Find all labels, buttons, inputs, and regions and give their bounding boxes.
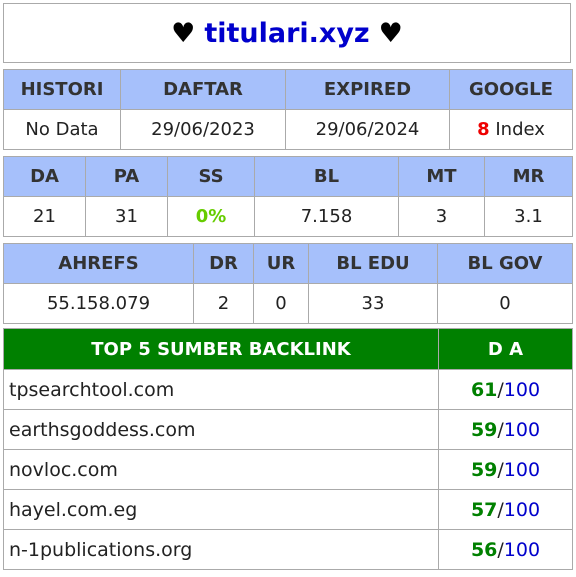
backlink-da: 57/100 [438, 489, 573, 530]
table-row: tpsearchtool.com 61/100 [3, 369, 573, 410]
backlink-site: n-1publications.org [3, 529, 439, 570]
ss-value: 0% [167, 196, 255, 237]
table-row: novloc.com 59/100 [3, 449, 573, 490]
backlink-da: 61/100 [438, 369, 573, 410]
da-value: 21 [3, 196, 86, 237]
header-top-backlink: TOP 5 SUMBER BACKLINK [3, 328, 439, 370]
header-pa: PA [85, 156, 168, 197]
ahrefs-table: AHREFS DR UR BL EDU BL GOV 55.158.079 2 … [3, 243, 573, 324]
header-bl-gov: BL GOV [437, 243, 573, 284]
heart-icon: ♥ [171, 17, 196, 49]
header-backlink-da: D A [438, 328, 573, 370]
header-ss: SS [167, 156, 255, 197]
expired-value: 29/06/2024 [285, 109, 450, 150]
bl-value: 7.158 [254, 196, 399, 237]
bl-edu-value: 33 [308, 283, 438, 324]
backlink-da-separator: / [497, 418, 504, 441]
backlink-da-max: 100 [503, 498, 541, 521]
table-row: n-1publications.org 56/100 [3, 529, 573, 570]
backlink-da: 59/100 [438, 409, 573, 450]
header-mt: MT [398, 156, 485, 197]
backlink-site: novloc.com [3, 449, 439, 490]
bl-gov-value: 0 [437, 283, 573, 324]
google-index-value: 8 Index [449, 109, 573, 150]
backlink-da-separator: / [497, 538, 504, 561]
header-ur: UR [253, 243, 309, 284]
domain-info-table: HISTORI DAFTAR EXPIRED GOOGLE No Data 29… [3, 69, 573, 150]
header-histori: HISTORI [3, 69, 121, 110]
google-index-label: Index [489, 119, 545, 140]
backlink-da-max: 100 [503, 538, 541, 561]
header-expired: EXPIRED [285, 69, 450, 110]
backlink-da: 56/100 [438, 529, 573, 570]
backlink-da-value: 57 [470, 498, 498, 521]
backlink-da-separator: / [497, 458, 504, 481]
backlink-da-max: 100 [503, 458, 541, 481]
header-dr: DR [193, 243, 254, 284]
header-google: GOOGLE [449, 69, 573, 110]
backlink-site: earthsgoddess.com [3, 409, 439, 450]
backlink-site: tpsearchtool.com [3, 369, 439, 410]
table-row: hayel.com.eg 57/100 [3, 489, 573, 530]
backlink-da-max: 100 [503, 378, 541, 401]
backlink-da-value: 59 [470, 458, 498, 481]
backlink-da-max: 100 [503, 418, 541, 441]
domain-title: ♥ titulari.xyz ♥ [3, 3, 571, 63]
daftar-value: 29/06/2023 [120, 109, 286, 150]
ahrefs-value: 55.158.079 [3, 283, 194, 324]
header-bl: BL [254, 156, 399, 197]
table-row: earthsgoddess.com 59/100 [3, 409, 573, 450]
backlink-site: hayel.com.eg [3, 489, 439, 530]
histori-value: No Data [3, 109, 121, 150]
backlink-da-value: 59 [470, 418, 498, 441]
mt-value: 3 [398, 196, 485, 237]
dr-value: 2 [193, 283, 254, 324]
mr-value: 3.1 [484, 196, 573, 237]
ur-value: 0 [253, 283, 309, 324]
header-da: DA [3, 156, 86, 197]
backlink-da-separator: / [497, 378, 504, 401]
google-index-count: 8 [477, 119, 490, 140]
header-mr: MR [484, 156, 573, 197]
backlink-da-value: 61 [470, 378, 498, 401]
backlink-da-value: 56 [470, 538, 498, 561]
backlink-table: TOP 5 SUMBER BACKLINK D A tpsearchtool.c… [3, 328, 573, 570]
header-bl-edu: BL EDU [308, 243, 438, 284]
header-ahrefs: AHREFS [3, 243, 194, 284]
metrics-table: DA PA SS BL MT MR 21 31 0% 7.158 3 3.1 [3, 156, 573, 237]
header-daftar: DAFTAR [120, 69, 286, 110]
backlink-da: 59/100 [438, 449, 573, 490]
domain-name: titulari.xyz [204, 17, 370, 49]
heart-icon: ♥ [378, 17, 403, 49]
backlink-da-separator: / [497, 498, 504, 521]
pa-value: 31 [85, 196, 168, 237]
